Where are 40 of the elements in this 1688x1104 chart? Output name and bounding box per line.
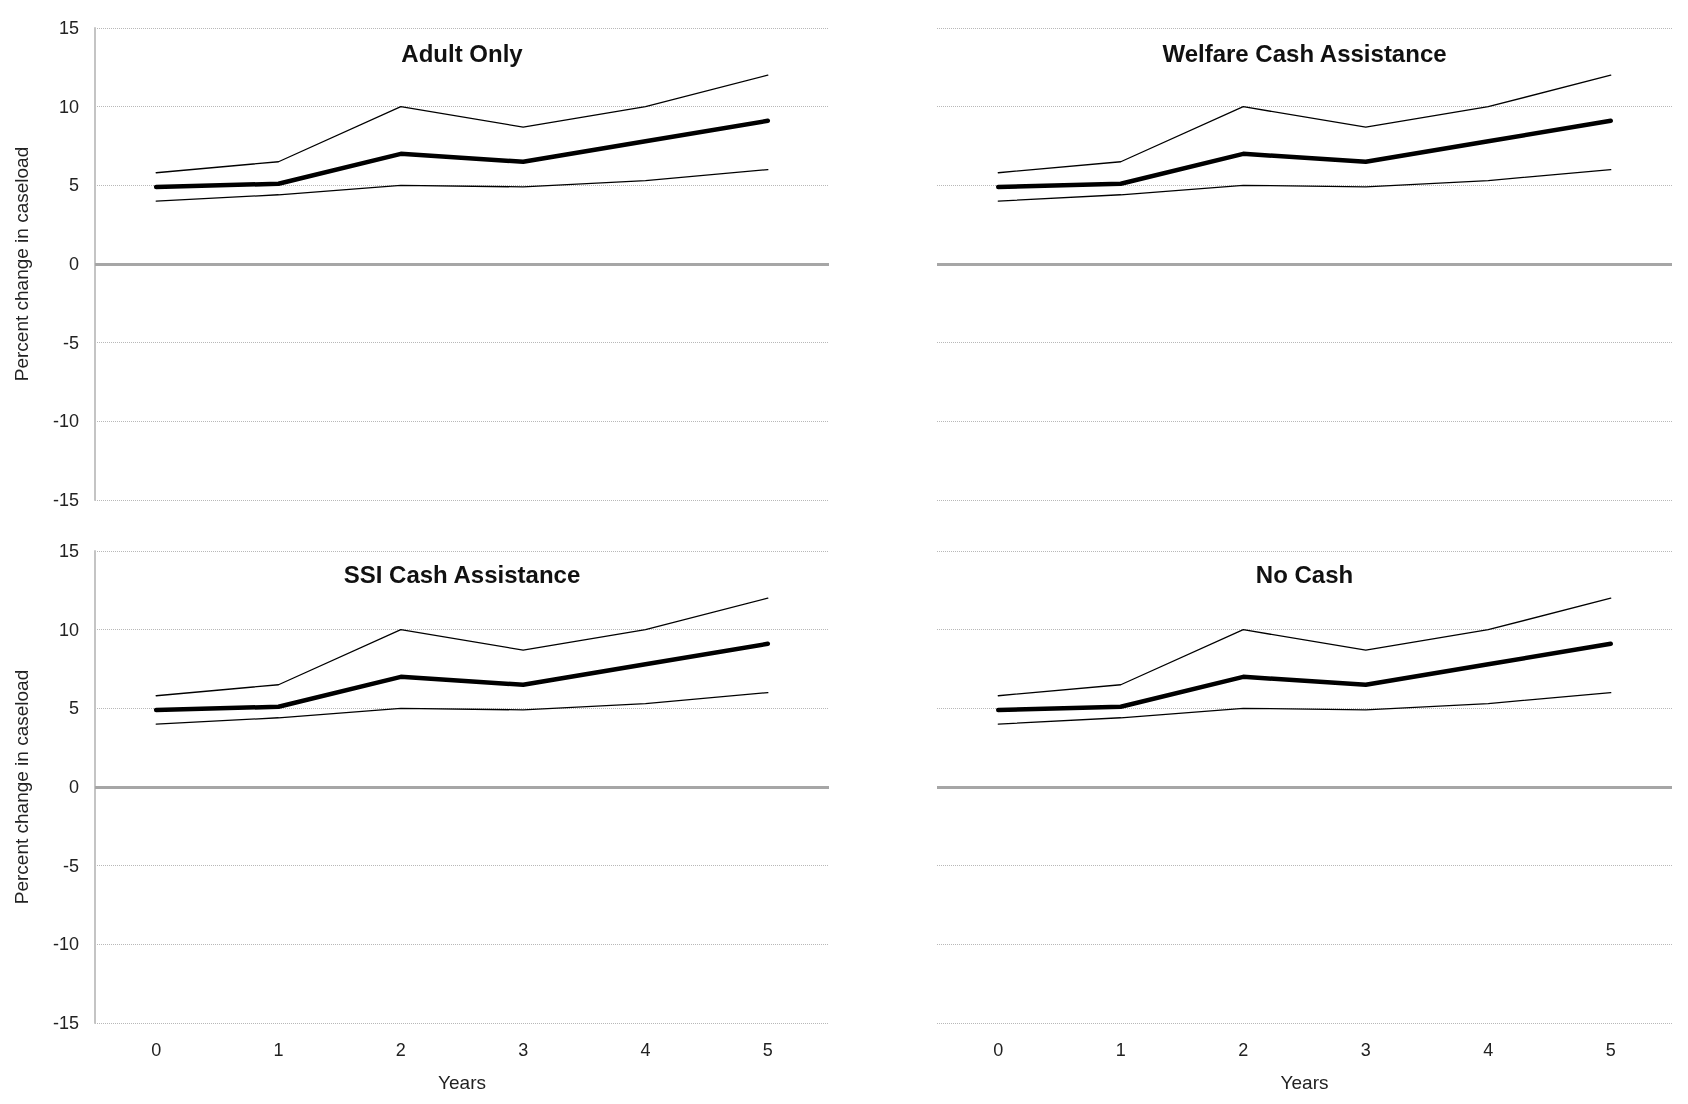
y-tick-label: -5 bbox=[62, 855, 79, 876]
y-tick-label: -10 bbox=[52, 934, 79, 955]
y-axis-title: Percent change in caseload bbox=[11, 146, 32, 382]
y-tick-label: 0 bbox=[68, 777, 79, 797]
x-tick-label: 1 bbox=[273, 1040, 284, 1060]
y-tick-label: 0 bbox=[68, 254, 79, 274]
y-tick-label: 15 bbox=[58, 18, 79, 38]
y-tick-label: 5 bbox=[68, 698, 79, 719]
x-tick-label: 5 bbox=[1605, 1040, 1616, 1060]
x-axis-title: Years bbox=[438, 1072, 486, 1093]
y-tick-label: 10 bbox=[58, 96, 79, 117]
x-tick-label: 2 bbox=[1238, 1040, 1249, 1060]
line-series bbox=[155, 691, 769, 725]
y-tick-label: -5 bbox=[62, 332, 79, 353]
x-tick-label: 5 bbox=[762, 1040, 773, 1060]
x-tick-label: 4 bbox=[1483, 1040, 1494, 1060]
y-tick-label: -10 bbox=[52, 411, 79, 432]
line-series bbox=[155, 168, 769, 202]
y-tick-label: 10 bbox=[58, 619, 79, 640]
x-tick-label: 3 bbox=[518, 1040, 529, 1060]
x-tick-label: 0 bbox=[993, 1040, 1004, 1060]
y-tick-label: -15 bbox=[52, 1013, 79, 1033]
chart-title: SSI Cash Assistance bbox=[343, 560, 581, 588]
x-tick-label: 2 bbox=[395, 1040, 406, 1060]
x-axis-title: Years bbox=[1280, 1072, 1329, 1093]
x-tick-label: 4 bbox=[640, 1040, 651, 1060]
text: Welfare Cash Assistance bbox=[1162, 39, 1447, 67]
y-axis-title: Percent change in caseload bbox=[11, 669, 32, 905]
chart-title: No Cash bbox=[1255, 560, 1354, 588]
line-series bbox=[155, 74, 769, 174]
line-series bbox=[153, 118, 771, 190]
y-tick-label: -15 bbox=[52, 490, 79, 510]
line-series bbox=[155, 597, 769, 697]
x-tick-label: 1 bbox=[1115, 1040, 1126, 1060]
x-tick-label: 3 bbox=[1360, 1040, 1371, 1060]
x-tick-label: 0 bbox=[151, 1040, 162, 1060]
text: Adult Only bbox=[401, 39, 524, 67]
line-series bbox=[153, 641, 771, 713]
y-tick-label: 15 bbox=[58, 541, 79, 561]
y-tick-label: 5 bbox=[68, 175, 79, 196]
